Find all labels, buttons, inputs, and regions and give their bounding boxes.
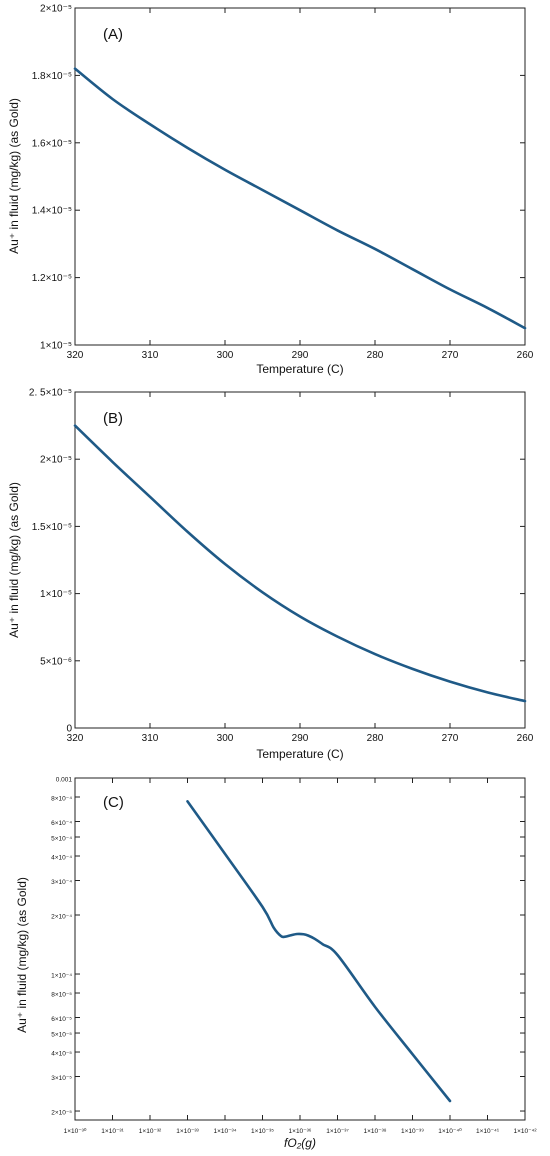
y-tick-label-a: 2×10⁻⁵ [40, 4, 72, 15]
panel-a: (A) Temperature (C) Au⁺ in fluid (mg/kg)… [7, 4, 534, 377]
x-tick-label-c: 1×10⁻³⁴ [213, 1128, 236, 1135]
x-tick-label-a: 310 [142, 350, 159, 361]
y-axis-title-a: Au⁺ in fluid (mg/kg) (as Gold) [7, 98, 21, 254]
plot-frame-b [74, 391, 526, 729]
x-tick-label-a: 280 [367, 350, 384, 361]
panel-label-b: (B) [103, 410, 123, 427]
y-tick-label-c: 1×10⁻⁴ [51, 973, 72, 980]
x-tick-label-b: 310 [142, 733, 159, 744]
x-tick-label-c: 1×10⁻³⁷ [326, 1128, 349, 1135]
panel-b: (B) Temperature (C) Au⁺ in fluid (mg/kg)… [7, 388, 534, 762]
y-tick-label-a: 1.8×10⁻⁵ [32, 71, 72, 82]
y-tick-label-b: 2. 5×10⁻⁵ [29, 388, 72, 399]
panel-label-c: (C) [103, 794, 124, 811]
y-tick-label-c: 4×10⁻⁴ [51, 855, 72, 862]
panel-label-a: (A) [103, 26, 123, 43]
y-axis-title-c: Au⁺ in fluid (mg/kg) (as Gold) [15, 877, 29, 1033]
y-tick-label-c: 2×10⁻⁵ [51, 1110, 72, 1117]
x-tick-label-c: 1×10⁻⁴⁰ [438, 1127, 462, 1135]
panel-c: (C) fO₂(g) Au⁺ in fluid (mg/kg) (as Gold… [15, 777, 537, 1151]
ticks-c: 1×10⁻³⁰ 1×10⁻³¹ 1×10⁻³² 1×10⁻³³ 1×10⁻³⁴ 1×10⁻… [51, 777, 537, 1136]
x-tick-label-c: 1×10⁻³⁰ [64, 1127, 87, 1135]
y-tick-label-b: 1.5×10⁻⁵ [32, 522, 72, 533]
x-axis-title-b: Temperature (C) [256, 747, 343, 761]
y-tick-label-c: 5×10⁻⁵ [51, 1032, 72, 1039]
y-tick-label-c: 0.001 [56, 777, 73, 784]
y-tick-label-c: 2×10⁻⁴ [51, 914, 72, 921]
x-tick-label-b: 270 [442, 733, 459, 744]
x-tick-label-c: 1×10⁻³⁸ [364, 1128, 387, 1135]
x-tick-label-b: 300 [217, 733, 234, 744]
x-tick-label-c: 1×10⁻³⁵ [251, 1128, 274, 1135]
y-tick-label-c: 8×10⁻⁴ [51, 795, 72, 802]
y-tick-label-c: 4×10⁻⁵ [51, 1051, 72, 1058]
x-tick-label-b: 280 [367, 733, 384, 744]
y-tick-label-c: 6×10⁻⁵ [51, 1016, 72, 1023]
x-tick-label-c: 1×10⁻³¹ [101, 1128, 124, 1135]
x-tick-label-c: 1×10⁻³² [139, 1128, 162, 1135]
series-line-c [186, 800, 452, 1103]
x-tick-label-b: 260 [517, 733, 534, 744]
x-tick-label-c: 1×10⁻⁴² [513, 1128, 537, 1135]
x-tick-label-c: 1×10⁻³⁹ [401, 1128, 424, 1135]
x-axis-title-a: Temperature (C) [256, 362, 343, 376]
x-tick-label-a: 300 [217, 350, 234, 361]
x-tick-label-b: 320 [67, 733, 84, 744]
x-tick-label-b: 290 [292, 733, 309, 744]
y-tick-label-b: 2×10⁻⁵ [40, 455, 72, 466]
y-tick-label-a: 1.6×10⁻⁵ [32, 138, 72, 149]
y-tick-label-b: 1×10⁻⁵ [40, 589, 72, 600]
y-axis-title-b: Au⁺ in fluid (mg/kg) (as Gold) [7, 482, 21, 638]
x-tick-label-c: 1×10⁻³³ [176, 1128, 199, 1135]
x-tick-label-a: 270 [442, 350, 459, 361]
y-tick-label-b: 5×10⁻⁶ [40, 656, 72, 667]
plot-frame-c [74, 777, 526, 1121]
series-line-b [73, 424, 527, 703]
y-tick-label-c: 5×10⁻⁴ [51, 836, 72, 843]
y-tick-label-b: 0 [66, 724, 72, 735]
y-tick-label-c: 6×10⁻⁴ [51, 820, 72, 827]
ticks-a: 320 310 300 290 280 270 260 1×10⁻⁵ 1.2×10⁻⁵ 1.4×1… [32, 4, 534, 362]
x-tick-label-a: 320 [67, 350, 84, 361]
x-tick-label-a: 290 [292, 350, 309, 361]
y-tick-label-a: 1.2×10⁻⁵ [32, 273, 72, 284]
series-line-a [73, 67, 527, 330]
x-tick-label-c: 1×10⁻⁴¹ [476, 1128, 500, 1135]
x-tick-label-c: 1×10⁻³⁶ [289, 1128, 312, 1135]
x-axis-title-c: fO₂(g) [284, 1136, 316, 1150]
y-tick-label-c: 8×10⁻⁵ [51, 992, 72, 999]
y-tick-label-c: 3×10⁻⁴ [51, 879, 72, 886]
y-tick-label-a: 1×10⁻⁵ [40, 341, 72, 352]
x-tick-label-a: 260 [517, 350, 534, 361]
y-tick-label-c: 3×10⁻⁵ [51, 1075, 72, 1082]
y-tick-label-a: 1.4×10⁻⁵ [32, 206, 72, 217]
ticks-b: 320 310 300 290 280 270 260 0 5×10⁻⁶ 1×10⁻⁵ 1.5×10… [29, 388, 534, 745]
